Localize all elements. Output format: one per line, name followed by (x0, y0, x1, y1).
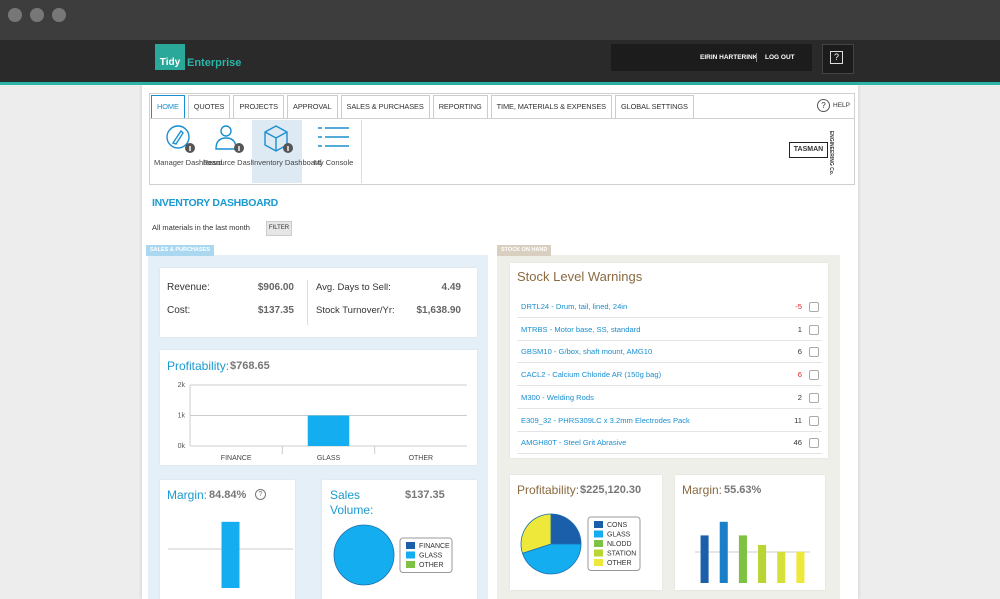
stat-value: $137.35 (257, 305, 294, 316)
stock-title: Stock Level Warnings (517, 269, 643, 284)
item-name[interactable]: DRTL24 - Drum, tail, lined, 24in (521, 302, 628, 311)
item-qty: 2 (797, 392, 802, 402)
stat-value: $906.00 (257, 282, 294, 293)
logo-mark: Tidy (155, 44, 185, 70)
stats-card (160, 268, 477, 337)
help-box[interactable] (822, 44, 854, 74)
stock-row: M300 - Welding Rods 2 (517, 388, 822, 409)
stat-label: Cost: (167, 305, 191, 316)
chart-subtitle: 84.84% (209, 489, 247, 501)
chart-subtitle: 55.63% (724, 484, 762, 496)
toolbar-highlight (252, 120, 302, 183)
filter-text: All materials in the last month (152, 223, 250, 232)
stat-label: Avg. Days to Sell: (316, 282, 391, 293)
sales-tag: SALES & PURCHASES (146, 245, 214, 256)
stock-row: E309_32 - PHRS309LC x 3.2mm Electrodes P… (517, 411, 822, 432)
browser-bar (0, 0, 1000, 40)
stock-row: MTRBS - Motor base, SS, standard 1 (517, 320, 822, 341)
toolbar-item[interactable]: My Console (313, 158, 354, 167)
item-name[interactable]: M300 - Welding Rods (521, 392, 594, 402)
chart-subtitle: $137.35 (405, 489, 445, 501)
item-qty: 6 (797, 370, 802, 380)
chart-title: Margin: (167, 488, 208, 502)
checkbox[interactable] (809, 347, 819, 358)
logo-name: Enterprise (187, 57, 242, 69)
stock-row: GBSM10 - G/box, shaft mount, AMG10 6 (517, 342, 822, 364)
item-name[interactable]: CACL2 - Calcium Chloride AR (150g bag) (521, 370, 662, 380)
item-name[interactable]: E309_32 - PHRS309LC x 3.2mm Electrodes P… (521, 415, 690, 425)
item-qty: -5 (795, 302, 802, 311)
help-icon: ? (830, 51, 843, 64)
tabs: HOME QUOTES PROJECTS APPROVAL SALES & PURCHA… (151, 95, 694, 118)
stat-label: Stock Turnover/Yr: (316, 305, 395, 316)
nav-tab[interactable]: APPROVAL (287, 95, 338, 118)
chart-title: Profitability: (517, 483, 580, 497)
nav-help[interactable]: HELP (833, 102, 850, 109)
nav-tab[interactable]: REPORTING (432, 95, 488, 118)
chart-subtitle: $225,120.30 (580, 484, 642, 496)
checkbox[interactable] (809, 324, 819, 335)
stat-label: Revenue: (167, 282, 210, 293)
toolbar-separator (361, 120, 362, 183)
checkbox[interactable] (809, 392, 819, 403)
item-name[interactable]: MTRBS - Motor base, SS, standard (521, 324, 641, 334)
nav-tab[interactable]: QUOTES (187, 95, 231, 118)
stats-divider (307, 280, 308, 325)
item-qty: 1 (797, 324, 802, 334)
stock-row: AMGH80T - Steel Grit Abrasive 46 (517, 433, 822, 455)
toolbar-item[interactable]: Inventory Dashboard (252, 158, 322, 167)
checkbox[interactable] (809, 415, 819, 426)
nav-tab[interactable]: HOME (151, 95, 185, 118)
nav-tab[interactable]: SALES & PURCHASES (340, 95, 430, 118)
user-box (611, 44, 812, 71)
nav-tab[interactable]: PROJECTS (233, 95, 285, 118)
brand-tagline: ENGINEERING Co. (828, 130, 834, 176)
filter-button[interactable]: FILTER (266, 221, 292, 236)
chart-title: Margin: (682, 483, 723, 497)
stock-card (510, 263, 828, 458)
stat-value: 4.49 (441, 282, 461, 293)
stock-row: DRTL24 - Drum, tail, lined, 24in -5 (517, 297, 822, 318)
chart-subtitle: $768.65 (230, 360, 270, 372)
stock-row: CACL2 - Calcium Chloride AR (150g bag) 6 (517, 365, 822, 387)
checkbox[interactable] (809, 438, 819, 449)
menu-rule (149, 118, 854, 119)
nav-tab[interactable]: TIME, MATERIALS & EXPENSES (490, 95, 612, 118)
item-name[interactable]: AMGH80T - Steel Grit Abrasive (521, 438, 627, 448)
user-name: EIRIN HARTERINK (700, 54, 758, 61)
brand-name: TASMAN (789, 142, 828, 158)
stock-tag: STOCK ON HAND (497, 245, 552, 256)
nav-help-icon[interactable]: ? (817, 99, 830, 112)
logout[interactable]: LOG OUT (765, 54, 795, 61)
toolbar-item[interactable]: Manager Dashboard (154, 158, 223, 167)
stat-value: $1,638.90 (416, 305, 462, 316)
menu-box (149, 93, 855, 185)
item-name[interactable]: GBSM10 - G/box, shaft mount, AMG10 (521, 347, 653, 357)
margin-help[interactable]: ? (255, 489, 266, 500)
chart-title: Profitability: (167, 359, 230, 373)
checkbox[interactable] (809, 370, 819, 381)
toolbar-item[interactable]: Resource Dashboard (203, 158, 274, 167)
item-qty: 46 (793, 438, 802, 448)
chart-title: Sales Volume: (330, 488, 374, 517)
separator (756, 53, 757, 62)
item-qty: 6 (797, 347, 802, 357)
nav-tab[interactable]: GLOBAL SETTINGS (614, 95, 694, 118)
checkbox[interactable] (809, 302, 819, 312)
item-qty: 11 (794, 415, 802, 425)
dashboard-title: INVENTORY DASHBOARD (152, 197, 278, 209)
